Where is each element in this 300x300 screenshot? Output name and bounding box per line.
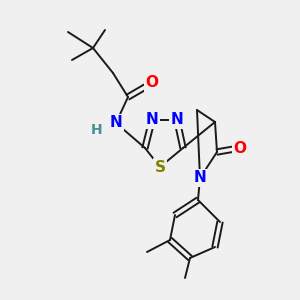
Text: N: N	[110, 116, 122, 130]
Text: N: N	[194, 170, 206, 185]
Text: S: S	[154, 160, 166, 175]
Text: O: O	[146, 76, 158, 91]
Text: N: N	[146, 112, 158, 128]
Text: O: O	[233, 140, 247, 155]
Text: H: H	[91, 123, 103, 137]
Text: N: N	[171, 112, 183, 128]
